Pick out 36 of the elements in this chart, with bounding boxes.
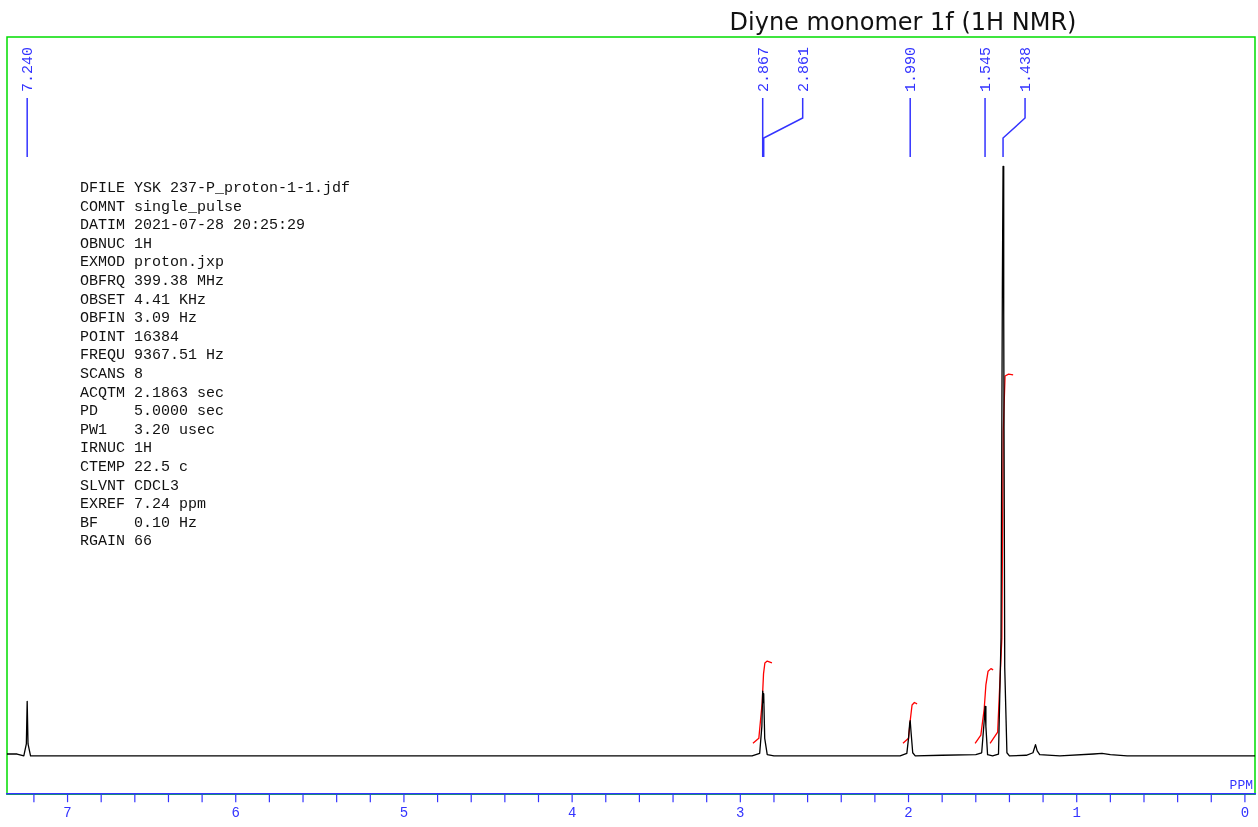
annotation: SLVNT CDCL3	[80, 477, 180, 495]
annotation: COMNT single_pulse	[80, 198, 243, 216]
annotation: PD 5.0000 sec	[80, 403, 225, 421]
annotation: BF 0.10 Hz	[80, 514, 198, 532]
annotation: POINT 16384	[80, 328, 180, 346]
x-tick-label: 1	[1072, 805, 1081, 822]
annotation: OBNUC 1H	[80, 235, 153, 253]
annotation: ACQTM 2.1863 sec	[80, 384, 225, 402]
annotation: 1.545	[978, 46, 996, 92]
annotation: OBSET 4.41 KHz	[80, 291, 207, 309]
x-tick-label: 7	[63, 805, 72, 822]
x-tick-label: 2	[904, 805, 913, 822]
chart-title: Diyne monomer 1f (1H NMR)	[729, 8, 1077, 36]
x-tick-label: 0	[1240, 805, 1250, 822]
annotation: CTEMP 22.5 c	[80, 459, 189, 476]
x-tick-label: 6	[231, 805, 240, 822]
x-tick-label: 5	[399, 805, 409, 822]
x-axis-title: PPM	[1229, 778, 1253, 794]
x-tick-label: 3	[736, 805, 745, 822]
annotation: DATIM 2021-07-28 20:25:29	[80, 217, 306, 235]
annotation: OBFRQ 399.38 MHz	[80, 273, 225, 290]
annotation: DFILE YSK 237-P_proton-1-1.jdf	[80, 180, 351, 197]
annotation: EXMOD proton.jxp	[80, 254, 225, 272]
annotation: 7.240	[20, 46, 38, 92]
annotation: EXREF 7.24 ppm	[80, 496, 207, 514]
annotation: 2.867	[755, 46, 773, 92]
annotation: SCANS 8	[80, 366, 144, 383]
annotation: OBFIN 3.09 Hz	[80, 310, 198, 328]
annotation: 2.861	[795, 46, 813, 92]
annotation: FREQU 9367.51 Hz	[80, 347, 225, 365]
annotation: 1.990	[903, 46, 921, 92]
annotation: PW1 3.20 usec	[80, 421, 216, 439]
annotation: RGAIN 66	[80, 533, 153, 551]
annotation: 1.438	[1018, 46, 1036, 92]
annotation: IRNUC 1H	[80, 440, 153, 458]
x-tick-label: 4	[567, 805, 577, 822]
